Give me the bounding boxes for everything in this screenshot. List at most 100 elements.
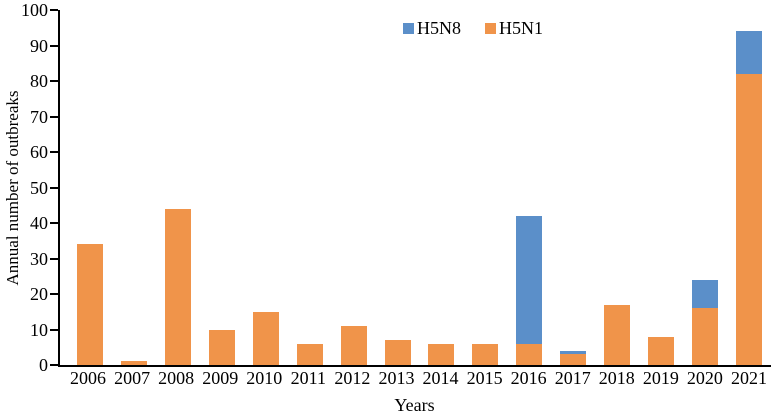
- bar-stack: [604, 10, 631, 365]
- y-tick-label: 90: [30, 35, 48, 56]
- y-tick-mark: [50, 80, 58, 82]
- x-tick-label: 2013: [378, 368, 415, 388]
- y-tick-mark: [50, 364, 58, 366]
- bar-slot-2014: [420, 10, 464, 365]
- legend: H5N8 H5N1: [403, 19, 543, 37]
- bar-slot-2019: [639, 10, 683, 365]
- y-tick-label: 20: [30, 284, 48, 304]
- x-tick-label: 2009: [202, 368, 239, 388]
- x-tick-label: 2019: [642, 368, 679, 388]
- bar-segment-h5n1: [252, 311, 279, 365]
- bar-stack: [164, 10, 191, 365]
- bar-slot-2017: [551, 10, 595, 365]
- bar-slot-2013: [376, 10, 420, 365]
- y-tick-mark: [50, 293, 58, 295]
- y-tick-label: 30: [30, 248, 48, 269]
- x-tick-label: 2008: [158, 368, 195, 388]
- x-axis-title: Years: [394, 395, 435, 415]
- legend-item-h5n8: H5N8: [403, 19, 461, 37]
- bar-stack: [736, 10, 763, 365]
- y-tick-mark: [50, 222, 58, 224]
- bar-slot-2007: [112, 10, 156, 365]
- bar-stack: [428, 10, 455, 365]
- bar-stack: [560, 10, 587, 365]
- bar-segment-h5n1: [516, 343, 543, 365]
- bar-stack: [296, 10, 323, 365]
- bar-stack: [648, 10, 675, 365]
- bar-segment-h5n1: [76, 244, 103, 365]
- bar-slot-2021: [727, 10, 771, 365]
- y-tick-label: 50: [30, 177, 48, 198]
- bar-segment-h5n1: [340, 325, 367, 365]
- bar-segment-h5n8: [516, 215, 543, 344]
- y-tick-label: 70: [30, 106, 48, 127]
- y-tick-label: 100: [21, 0, 48, 20]
- bar-segment-h5n8: [736, 31, 763, 74]
- x-tick-label: 2017: [554, 368, 591, 388]
- bar-slot-2009: [200, 10, 244, 365]
- x-axis-labels: 2006 2007 2008 2009 2010 2011 2012 2013 2014 2015…: [58, 369, 771, 387]
- bar-segment-h5n8: [560, 350, 587, 355]
- bar-stack: [340, 10, 367, 365]
- bar-segment-h5n1: [692, 308, 719, 365]
- bar-stack: [692, 10, 719, 365]
- bar-stack: [120, 10, 147, 365]
- y-axis-title: Annual number of outbreaks: [3, 90, 22, 286]
- bar-slot-2016: [507, 10, 551, 365]
- bar-segment-h5n1: [604, 304, 631, 365]
- bar-slot-2018: [595, 10, 639, 365]
- x-tick-label: 2011: [290, 368, 327, 388]
- bar-slot-2015: [463, 10, 507, 365]
- x-tick-label: 2020: [686, 368, 723, 388]
- y-tick-label: 40: [30, 213, 48, 233]
- y-tick-label: 0: [39, 355, 48, 375]
- y-tick-mark: [50, 151, 58, 153]
- bar-segment-h5n1: [648, 336, 675, 365]
- y-tick-label: 10: [30, 319, 48, 340]
- y-tick-mark: [50, 186, 58, 189]
- bar-segment-h5n1: [560, 354, 587, 365]
- bar-segment-h5n1: [296, 343, 323, 365]
- y-tick-mark: [50, 9, 58, 11]
- y-tick-mark: [50, 44, 58, 47]
- bar-stack: [76, 10, 103, 365]
- x-tick-label: 2006: [70, 368, 107, 388]
- bar-segment-h5n1: [208, 329, 235, 365]
- y-tick-mark: [50, 115, 58, 118]
- plot-area: 0 10 20 30 40 50 60 70 80 90 100: [21, 1, 771, 374]
- bar-stack: [384, 10, 411, 365]
- x-tick-label: 2021: [730, 368, 767, 388]
- bars-row: [60, 10, 771, 365]
- legend-item-h5n1: H5N1: [485, 19, 543, 37]
- y-tick-label: 60: [30, 142, 48, 162]
- x-tick-label: 2014: [422, 368, 459, 388]
- bar-segment-h5n1: [120, 361, 147, 365]
- bar-stack: [516, 10, 543, 365]
- x-tick-label: 2016: [510, 368, 547, 388]
- bar-slot-2010: [244, 10, 288, 365]
- y-tick-mark: [50, 257, 58, 260]
- bar-stack: [472, 10, 499, 365]
- legend-label: H5N8: [417, 18, 461, 38]
- bar-segment-h5n1: [472, 343, 499, 365]
- bar-slot-2006: [68, 10, 112, 365]
- bar-slot-2020: [683, 10, 727, 365]
- bar-segment-h5n8: [692, 279, 719, 309]
- bar-segment-h5n1: [164, 208, 191, 365]
- bar-stack: [252, 10, 279, 365]
- x-tick-label: 2012: [334, 368, 371, 388]
- y-tick-label: 80: [30, 71, 48, 91]
- x-tick-label: 2018: [598, 368, 635, 388]
- bar-slot-2008: [156, 10, 200, 365]
- x-tick-label: 2015: [466, 368, 503, 388]
- bar-segment-h5n1: [428, 343, 455, 365]
- bar-stack: [208, 10, 235, 365]
- x-tick-label: 2007: [114, 368, 151, 388]
- x-tick-label: 2010: [246, 368, 283, 388]
- bar-segment-h5n1: [736, 73, 763, 365]
- y-tick-mark: [50, 328, 58, 331]
- bar-slot-2012: [332, 10, 376, 365]
- bar-segment-h5n1: [384, 340, 411, 365]
- legend-color-swatch: [485, 22, 496, 34]
